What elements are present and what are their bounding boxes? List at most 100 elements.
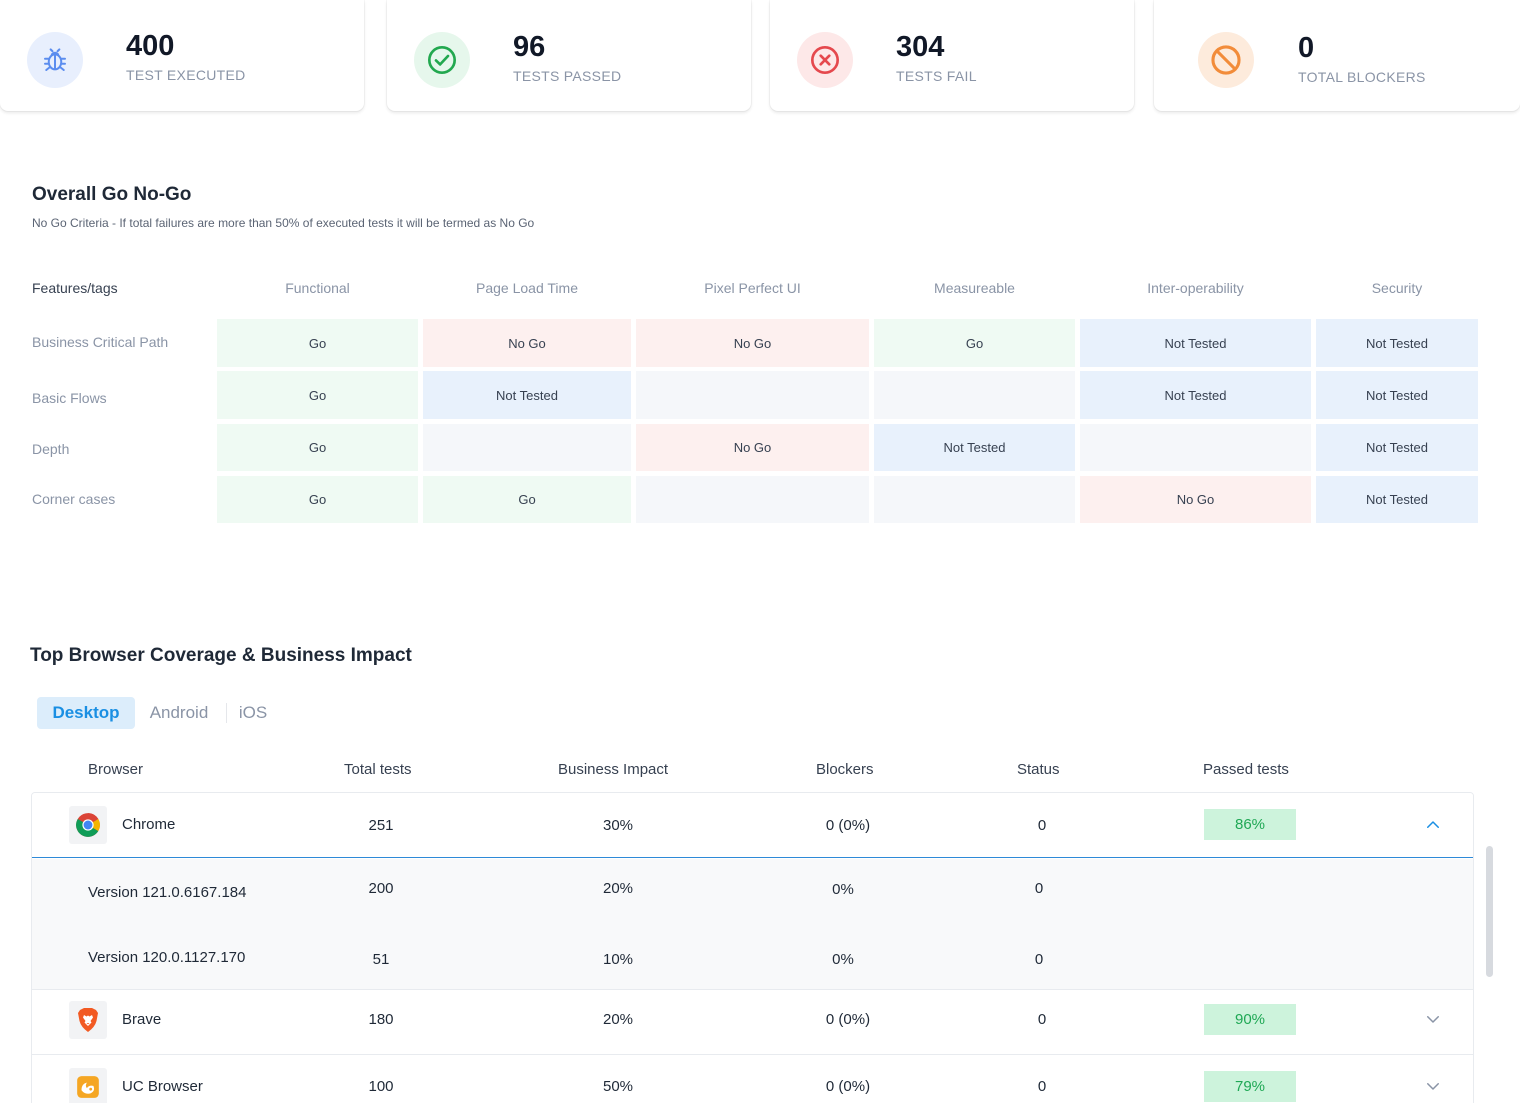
gonogo-cell: No Go: [636, 319, 869, 367]
total-tests: 51: [372, 951, 390, 968]
stat-icon-wrap: [27, 32, 83, 88]
table-row-version: Version 121.0.6167.184 200 20% 0% 0: [32, 859, 1473, 925]
stat-icon-wrap: [414, 32, 470, 88]
table-row-uc-browser[interactable]: UC Browser 100 50% 0 (0%) 0 79%: [32, 1055, 1473, 1103]
tab-ios[interactable]: iOS: [238, 703, 268, 722]
passed-tests-badge: 86%: [1204, 809, 1296, 840]
blockers: 0 (0%): [825, 1011, 871, 1028]
stat-value: 0: [1298, 32, 1315, 64]
gonogo-cell-empty: [1080, 424, 1311, 471]
blockers: 0 (0%): [825, 1078, 871, 1095]
gonogo-cell: Go: [217, 319, 418, 367]
stat-label: TESTS FAIL: [896, 68, 977, 84]
chevron-up-icon[interactable]: [1424, 816, 1442, 834]
gonogo-cell: Not Tested: [1316, 319, 1478, 367]
gonogo-cell: Not Tested: [1080, 371, 1311, 419]
header-functional: Functional: [285, 280, 350, 296]
status: 0: [1037, 1011, 1047, 1028]
gonogo-cell: Go: [217, 424, 418, 471]
header-pixel-perfect-ui: Pixel Perfect UI: [704, 280, 801, 296]
stat-label: TESTS PASSED: [513, 68, 622, 84]
stat-label: TEST EXECUTED: [126, 67, 246, 83]
gonogo-cell-empty: [636, 476, 869, 523]
check-circle-icon: [428, 46, 456, 74]
coverage-title: Top Browser Coverage & Business Impact: [30, 645, 412, 666]
status: 0: [1034, 880, 1044, 897]
stat-card-tests-fail: 304 TESTS FAIL: [770, 0, 1134, 111]
chrome-logo-icon: [69, 806, 107, 844]
browser-name: Chrome: [122, 816, 176, 833]
bug-icon: [44, 48, 66, 71]
row-label-depth: Depth: [32, 441, 70, 457]
header-features-tags: Features/tags: [32, 280, 118, 296]
gonogo-cell: Not Tested: [874, 424, 1075, 471]
gonogo-cell: Not Tested: [1080, 319, 1311, 367]
block-icon: [1211, 45, 1241, 75]
gonogo-cell: Not Tested: [423, 371, 631, 419]
gonogo-cell: No Go: [636, 424, 869, 471]
gonogo-cell: Go: [217, 371, 418, 419]
chevron-down-icon[interactable]: [1424, 1010, 1442, 1028]
stat-card-total-blockers: 0 TOTAL BLOCKERS: [1154, 0, 1520, 111]
gonogo-title: Overall Go No-Go: [32, 184, 192, 205]
brave-logo-icon: [69, 1001, 107, 1039]
browser-name: UC Browser: [122, 1078, 203, 1095]
gonogo-cell: Go: [423, 476, 631, 523]
total-tests: 100: [368, 1078, 394, 1095]
header-security: Security: [1371, 280, 1423, 296]
status: 0: [1037, 1078, 1047, 1095]
scrollbar-thumb[interactable]: [1486, 846, 1493, 977]
col-header-status: Status: [1017, 761, 1060, 778]
stat-card-tests-executed: 400 TEST EXECUTED: [0, 0, 364, 111]
blockers: 0%: [832, 881, 854, 898]
business-impact: 20%: [602, 880, 634, 897]
gonogo-cell: Go: [217, 476, 418, 523]
blockers: 0%: [832, 951, 854, 968]
x-circle-icon: [811, 46, 839, 74]
table-row-brave[interactable]: Brave 180 20% 0 (0%) 0 90%: [32, 990, 1473, 1055]
header-inter-operability: Inter-operability: [1147, 280, 1244, 296]
gonogo-cell-empty: [423, 424, 631, 471]
business-impact: 50%: [602, 1078, 634, 1095]
business-impact: 20%: [602, 1011, 634, 1028]
row-label-basic-flows: Basic Flows: [32, 390, 107, 406]
gonogo-cell-empty: [636, 371, 869, 419]
gonogo-cell: No Go: [423, 319, 631, 367]
stat-value: 304: [896, 31, 945, 63]
col-header-business-impact: Business Impact: [558, 761, 669, 778]
col-header-total-tests: Total tests: [344, 761, 412, 778]
gonogo-cell: Go: [874, 319, 1075, 367]
uc-browser-logo-icon: [69, 1068, 107, 1103]
total-tests: 180: [368, 1011, 394, 1028]
passed-tests-badge: 79%: [1204, 1071, 1296, 1102]
gonogo-cell-empty: [874, 371, 1075, 419]
stat-icon-wrap: [797, 32, 853, 88]
col-header-browser: Browser: [88, 761, 144, 778]
tab-android[interactable]: Android: [149, 703, 209, 722]
row-label-corner-cases: Corner cases: [32, 491, 116, 507]
col-header-passed-tests: Passed tests: [1203, 761, 1289, 778]
col-header-blockers: Blockers: [816, 761, 874, 778]
stat-value: 400: [126, 30, 175, 62]
header-measureable: Measureable: [934, 280, 1015, 296]
header-page-load-time: Page Load Time: [476, 280, 578, 296]
passed-tests-badge: 90%: [1204, 1004, 1296, 1035]
version-name: Version 120.0.1127.170: [88, 949, 246, 966]
tab-divider: [226, 703, 227, 723]
total-tests: 200: [368, 880, 394, 897]
blockers: 0 (0%): [825, 817, 871, 834]
row-label-business-critical-path: Business Critical Path: [32, 334, 169, 350]
gonogo-criteria: No Go Criteria - If total failures are m…: [32, 216, 535, 230]
browser-table: Chrome 251 30% 0 (0%) 0 86% Version 121.…: [31, 792, 1474, 1103]
total-tests: 251: [368, 817, 394, 834]
chevron-down-icon[interactable]: [1424, 1077, 1442, 1095]
stat-icon-wrap: [1198, 32, 1254, 88]
table-row-version: Version 120.0.1127.170 51 10% 0% 0: [32, 924, 1473, 990]
gonogo-cell: No Go: [1080, 476, 1311, 523]
tab-desktop[interactable]: Desktop: [37, 697, 135, 729]
gonogo-cell: Not Tested: [1316, 476, 1478, 523]
business-impact: 30%: [602, 817, 634, 834]
gonogo-cell-empty: [874, 476, 1075, 523]
table-row-chrome[interactable]: Chrome 251 30% 0 (0%) 0 86%: [32, 793, 1473, 858]
browser-name: Brave: [122, 1011, 162, 1028]
